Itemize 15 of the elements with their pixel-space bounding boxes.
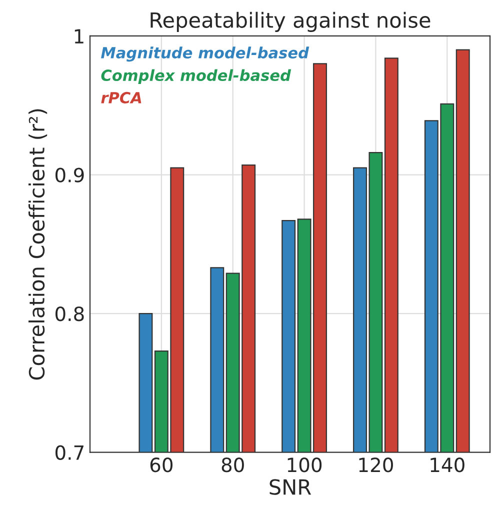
x-tick-label: 60 — [150, 458, 173, 472]
x-axis-title: SNR — [270, 479, 312, 495]
x-tick-label: 80 — [222, 458, 244, 472]
chart-title: Repeatability against noise — [150, 12, 430, 32]
text: Complex model-based — [101, 69, 292, 84]
y-tick-label: 0.9 — [56, 168, 84, 182]
x-tick-label: 120 — [359, 458, 393, 472]
y-tick-label: 0.7 — [56, 445, 84, 460]
text: rPCA — [101, 92, 142, 104]
y-axis-title: Correlation Coefficient (r²) — [28, 109, 48, 380]
y-tick-label: 1 — [74, 29, 84, 44]
y-tick-label: 0.8 — [56, 306, 84, 322]
text: Magnitude model-based — [101, 46, 310, 62]
x-tick-label: 140 — [430, 458, 464, 472]
x-tick-label: 100 — [288, 458, 322, 472]
